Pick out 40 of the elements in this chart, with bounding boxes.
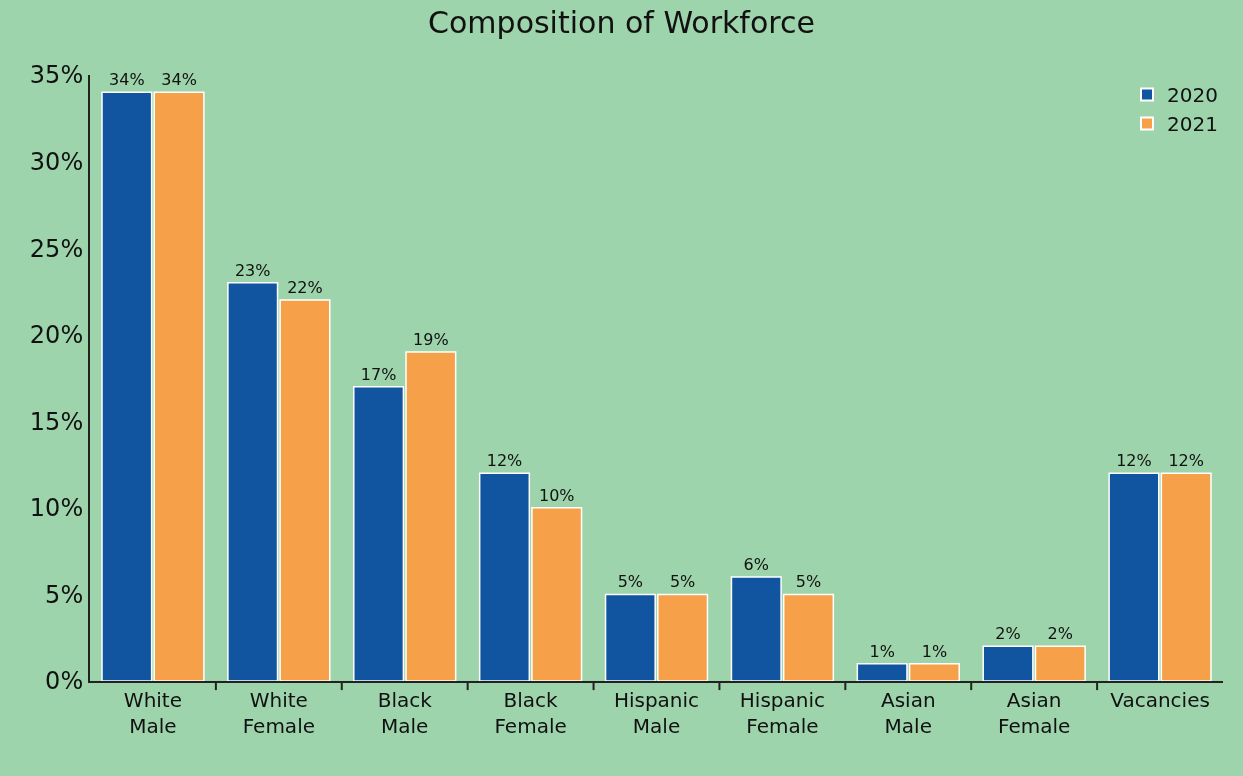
legend-label: 2020 xyxy=(1167,83,1218,108)
data-label: 23% xyxy=(234,260,271,280)
data-label: 1% xyxy=(921,641,948,661)
x-tick-label: White Male xyxy=(123,688,183,738)
data-label: 6% xyxy=(743,555,769,575)
data-label: 12% xyxy=(486,451,523,471)
data-label: 34% xyxy=(161,70,197,90)
y-tick-label: 20% xyxy=(29,321,84,350)
data-label: 12% xyxy=(1168,451,1204,471)
data-label: 2% xyxy=(995,624,1021,644)
x-tick-label: Hispanic Male xyxy=(613,688,700,738)
x-tick-label: Vacancies xyxy=(1110,688,1210,712)
data-label: 22% xyxy=(287,278,323,298)
y-tick-label: 15% xyxy=(29,407,84,436)
x-tick-label: Black Female xyxy=(494,688,567,738)
y-tick-label: 0% xyxy=(45,667,84,696)
bar xyxy=(153,91,205,681)
bar xyxy=(101,91,153,681)
y-tick-label: 35% xyxy=(29,61,84,90)
data-label: 17% xyxy=(360,364,397,384)
y-tick-label: 25% xyxy=(29,234,84,263)
data-label: 19% xyxy=(413,330,449,350)
x-tick-label: Asian Male xyxy=(880,688,936,738)
x-tick-label: White Female xyxy=(242,688,315,738)
y-tick-label: 5% xyxy=(45,580,84,609)
data-label: 5% xyxy=(617,572,644,592)
data-label: 10% xyxy=(538,485,575,505)
x-tick-label: Asian Female xyxy=(998,688,1071,738)
data-label: 34% xyxy=(109,70,145,90)
legend-label: 2021 xyxy=(1167,112,1218,137)
chart-title: Composition of Workforce xyxy=(428,4,815,40)
data-label: 2% xyxy=(1047,624,1073,644)
data-label: 1% xyxy=(869,641,895,661)
y-tick-label: 10% xyxy=(29,494,84,523)
data-label: 5% xyxy=(795,572,822,592)
x-tick-label: Black Male xyxy=(377,688,433,738)
x-tick-label: Hispanic Female xyxy=(739,688,825,738)
data-label: 12% xyxy=(1116,451,1152,471)
y-tick-label: 30% xyxy=(29,147,84,176)
data-label: 5% xyxy=(669,572,696,592)
